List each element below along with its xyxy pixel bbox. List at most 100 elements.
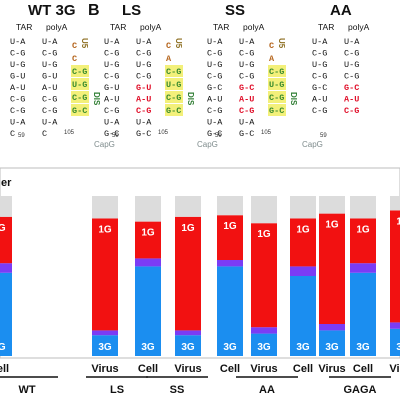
legend-fragment: er	[1, 177, 12, 189]
tar-base-pair: C-G	[312, 72, 327, 82]
structure-title: WT 3G	[28, 2, 76, 19]
dis-highlight	[71, 104, 89, 116]
chart-frame	[0, 167, 400, 359]
dis-base-pair: A	[269, 54, 275, 64]
dis-highlight	[71, 65, 89, 77]
position-105: 105	[261, 130, 272, 136]
bar-virus: 3G 1G	[175, 196, 201, 356]
tar-base-pair: U-A	[104, 37, 120, 47]
dis-base-pair: C-G	[269, 67, 284, 77]
segment-label-1g: 1G	[257, 229, 271, 240]
tar-base-pair: U-A	[207, 37, 223, 47]
segment-label-1g: 1G	[396, 216, 400, 227]
bar-cell: 3G 1G	[350, 196, 376, 356]
dis-base-pair: G-C	[72, 106, 87, 116]
polya-base-pair: G-U	[42, 72, 57, 82]
dis-base-pair: C	[166, 41, 171, 51]
group-label: LS	[110, 384, 124, 396]
x-tick-label: Cell	[293, 363, 313, 375]
dis-highlight	[71, 91, 89, 103]
polya-base-pair: C-G	[136, 49, 151, 59]
bar-segment	[251, 327, 277, 334]
segment-label-1g: 1G	[181, 223, 195, 234]
bar-segment	[251, 223, 277, 328]
dis-base-pair: C	[72, 54, 77, 64]
polya-base-pair: U-A	[136, 37, 152, 47]
tar-base-pair: C-G	[207, 49, 222, 59]
group-label: GAGA	[344, 384, 377, 396]
x-tick-label: Virus	[318, 363, 345, 375]
segment-label-1g: 1G	[223, 221, 237, 232]
structure-title: LS	[122, 2, 141, 19]
capg-label: CapG	[94, 140, 115, 149]
position-105: 105	[158, 130, 169, 136]
bar-virus: 3G 1G	[319, 196, 345, 356]
bar-virus: 3G 1G	[92, 196, 118, 356]
dis-base-pair: C-G	[72, 93, 87, 103]
position-59: 59	[112, 133, 119, 139]
tar-base-pair: U-A	[312, 37, 328, 47]
x-tick-label: Cell	[138, 363, 158, 375]
bar-segment	[175, 196, 201, 217]
tar-base-pair: C-G	[207, 106, 222, 116]
tar-base-pair: A-U	[207, 95, 222, 105]
bar-segment	[175, 216, 201, 331]
position-59: 59	[320, 133, 327, 139]
bar-segment	[290, 218, 316, 267]
bar-segment	[319, 196, 345, 214]
tar-base-pair: C-G	[104, 106, 119, 116]
bar-segment	[390, 210, 400, 323]
group-label: SS	[170, 384, 185, 396]
polya-base-pair: G-C	[239, 83, 254, 93]
bar-segment	[319, 330, 345, 356]
segment-label-3g: 3G	[0, 342, 6, 353]
u5-label: U5	[80, 38, 89, 49]
bar-chart: 3G 1G 3G 1G 3G 1G 3G 1G 3G 1G 3G 1G 3G 1G 3G 1G 3G 1G 3G 1G	[0, 196, 400, 356]
dis-base-pair: U-G	[166, 80, 181, 90]
dis-highlight	[165, 91, 183, 103]
bar-segment	[175, 335, 201, 356]
polya-base-pair: C-G	[344, 106, 359, 116]
tar-base-pair: C-G	[104, 49, 119, 59]
tar-base-pair: A-U	[104, 95, 119, 105]
bar-cell: 3G 1G	[135, 196, 161, 356]
segment-label-3g: 3G	[181, 342, 195, 353]
polya-base-pair: C-G	[42, 49, 57, 59]
dis-highlight	[165, 78, 183, 90]
bar-segment	[92, 330, 118, 336]
polya-base-pair: U-A	[344, 37, 360, 47]
dis-highlight	[268, 78, 286, 90]
polya-base-pair: U-G	[42, 60, 57, 70]
polya-base-pair: C-G	[42, 106, 57, 116]
dis-highlight	[268, 91, 286, 103]
tar-base-pair: C-G	[104, 72, 119, 82]
polya-base-pair: G-C	[344, 83, 359, 93]
bar-virus: 3G 1G	[390, 196, 400, 356]
dis-base-pair: U-G	[72, 80, 87, 90]
bar-segment	[319, 213, 345, 324]
bar-segment	[350, 272, 376, 356]
bar-segment	[290, 276, 316, 356]
segment-label-3g: 3G	[223, 342, 237, 353]
tar-base-pair: U-G	[104, 60, 119, 70]
tar-base-pair: U-G	[10, 60, 25, 70]
dis-base-pair: C-G	[166, 93, 181, 103]
dis-highlight	[268, 65, 286, 77]
tar-base-pair: A-U	[10, 83, 25, 93]
polya-base-pair: U-G	[344, 60, 359, 70]
tar-base-pair: G-U	[10, 72, 25, 82]
dis-base-pair: G-C	[269, 106, 284, 116]
x-tick-label: Virus	[389, 363, 400, 375]
bar-segment	[390, 322, 400, 329]
tar-base-pair: G-U	[104, 83, 119, 93]
position-59: 59	[18, 133, 25, 139]
segment-label-1g: 1G	[325, 220, 339, 231]
dis-base-pair: C-G	[269, 93, 284, 103]
bar-segment	[251, 196, 277, 224]
structure-title: SS	[225, 2, 245, 19]
x-tick-label: Cell	[0, 363, 9, 375]
bar-cell: 3G 1G	[0, 196, 12, 356]
